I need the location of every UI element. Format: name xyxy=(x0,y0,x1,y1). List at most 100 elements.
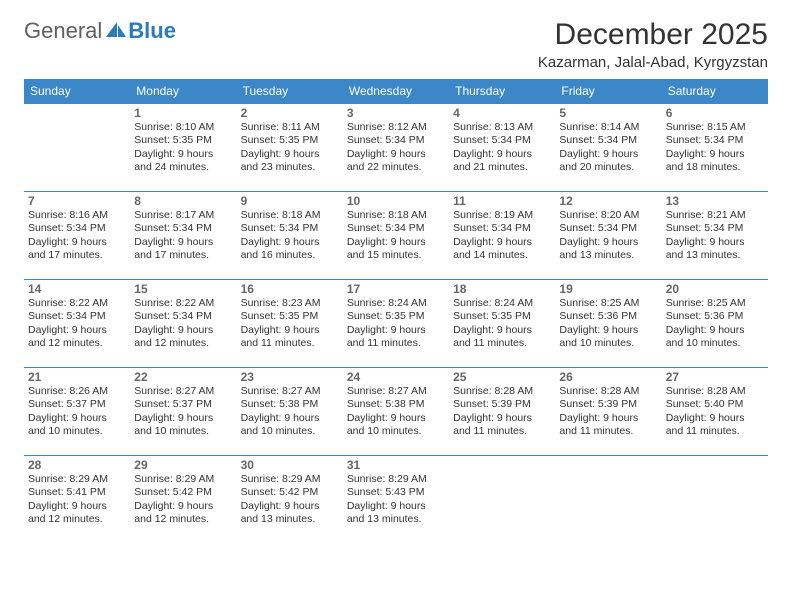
calendar-day-cell: 2Sunrise: 8:11 AMSunset: 5:35 PMDaylight… xyxy=(237,104,343,192)
calendar-head: SundayMondayTuesdayWednesdayThursdayFrid… xyxy=(24,79,768,104)
sunrise-text: Sunrise: 8:22 AM xyxy=(134,297,232,310)
daylight-text: and 14 minutes. xyxy=(453,249,551,262)
daylight-text: and 10 minutes. xyxy=(134,425,232,438)
calendar-day-cell: 21Sunrise: 8:26 AMSunset: 5:37 PMDayligh… xyxy=(24,368,130,456)
day-number: 25 xyxy=(453,370,551,384)
daylight-text: and 13 minutes. xyxy=(559,249,657,262)
daylight-text: Daylight: 9 hours xyxy=(241,324,339,337)
brand-logo: General Blue xyxy=(24,18,176,44)
daylight-text: and 13 minutes. xyxy=(241,513,339,526)
calendar-day-cell: 13Sunrise: 8:21 AMSunset: 5:34 PMDayligh… xyxy=(662,192,768,280)
weekday-header: Sunday xyxy=(24,79,130,104)
sunrise-text: Sunrise: 8:27 AM xyxy=(134,385,232,398)
calendar-empty-cell xyxy=(662,456,768,544)
sunrise-text: Sunrise: 8:24 AM xyxy=(347,297,445,310)
sunset-text: Sunset: 5:38 PM xyxy=(347,398,445,411)
calendar-week-row: 28Sunrise: 8:29 AMSunset: 5:41 PMDayligh… xyxy=(24,456,768,544)
daylight-text: and 10 minutes. xyxy=(241,425,339,438)
sunset-text: Sunset: 5:39 PM xyxy=(559,398,657,411)
calendar-day-cell: 15Sunrise: 8:22 AMSunset: 5:34 PMDayligh… xyxy=(130,280,236,368)
sunset-text: Sunset: 5:34 PM xyxy=(28,310,126,323)
daylight-text: Daylight: 9 hours xyxy=(347,236,445,249)
daylight-text: Daylight: 9 hours xyxy=(666,412,764,425)
weekday-header: Wednesday xyxy=(343,79,449,104)
daylight-text: Daylight: 9 hours xyxy=(559,148,657,161)
calendar-day-cell: 22Sunrise: 8:27 AMSunset: 5:37 PMDayligh… xyxy=(130,368,236,456)
title-block: December 2025 Kazarman, Jalal-Abad, Kyrg… xyxy=(538,18,768,71)
daylight-text: and 10 minutes. xyxy=(559,337,657,350)
brand-part2: Blue xyxy=(128,18,176,44)
sunrise-text: Sunrise: 8:29 AM xyxy=(28,473,126,486)
location-text: Kazarman, Jalal-Abad, Kyrgyzstan xyxy=(538,54,768,71)
day-number: 12 xyxy=(559,194,657,208)
daylight-text: Daylight: 9 hours xyxy=(666,148,764,161)
sunset-text: Sunset: 5:34 PM xyxy=(666,134,764,147)
daylight-text: and 13 minutes. xyxy=(347,513,445,526)
daylight-text: Daylight: 9 hours xyxy=(559,412,657,425)
day-number: 7 xyxy=(28,194,126,208)
sunrise-text: Sunrise: 8:15 AM xyxy=(666,121,764,134)
calendar-day-cell: 24Sunrise: 8:27 AMSunset: 5:38 PMDayligh… xyxy=(343,368,449,456)
calendar-day-cell: 31Sunrise: 8:29 AMSunset: 5:43 PMDayligh… xyxy=(343,456,449,544)
sunrise-text: Sunrise: 8:29 AM xyxy=(241,473,339,486)
daylight-text: and 17 minutes. xyxy=(28,249,126,262)
calendar-body: 1Sunrise: 8:10 AMSunset: 5:35 PMDaylight… xyxy=(24,104,768,544)
day-number: 16 xyxy=(241,282,339,296)
daylight-text: and 23 minutes. xyxy=(241,161,339,174)
day-number: 29 xyxy=(134,458,232,472)
calendar-day-cell: 1Sunrise: 8:10 AMSunset: 5:35 PMDaylight… xyxy=(130,104,236,192)
calendar-empty-cell xyxy=(555,456,661,544)
daylight-text: and 16 minutes. xyxy=(241,249,339,262)
calendar-empty-cell xyxy=(449,456,555,544)
day-number: 8 xyxy=(134,194,232,208)
sunrise-text: Sunrise: 8:16 AM xyxy=(28,209,126,222)
sunset-text: Sunset: 5:36 PM xyxy=(559,310,657,323)
daylight-text: Daylight: 9 hours xyxy=(666,236,764,249)
calendar-day-cell: 9Sunrise: 8:18 AMSunset: 5:34 PMDaylight… xyxy=(237,192,343,280)
daylight-text: Daylight: 9 hours xyxy=(453,412,551,425)
daylight-text: Daylight: 9 hours xyxy=(559,324,657,337)
sunrise-text: Sunrise: 8:10 AM xyxy=(134,121,232,134)
sunset-text: Sunset: 5:35 PM xyxy=(134,134,232,147)
sunrise-text: Sunrise: 8:17 AM xyxy=(134,209,232,222)
calendar-day-cell: 11Sunrise: 8:19 AMSunset: 5:34 PMDayligh… xyxy=(449,192,555,280)
sunrise-text: Sunrise: 8:18 AM xyxy=(241,209,339,222)
daylight-text: and 12 minutes. xyxy=(134,513,232,526)
calendar-empty-cell xyxy=(24,104,130,192)
daylight-text: Daylight: 9 hours xyxy=(347,412,445,425)
daylight-text: Daylight: 9 hours xyxy=(241,236,339,249)
sunrise-text: Sunrise: 8:25 AM xyxy=(666,297,764,310)
daylight-text: and 11 minutes. xyxy=(453,425,551,438)
daylight-text: and 12 minutes. xyxy=(28,337,126,350)
day-number: 19 xyxy=(559,282,657,296)
sunrise-text: Sunrise: 8:22 AM xyxy=(28,297,126,310)
sunrise-text: Sunrise: 8:19 AM xyxy=(453,209,551,222)
daylight-text: and 18 minutes. xyxy=(666,161,764,174)
sunset-text: Sunset: 5:35 PM xyxy=(241,310,339,323)
calendar-day-cell: 17Sunrise: 8:24 AMSunset: 5:35 PMDayligh… xyxy=(343,280,449,368)
daylight-text: Daylight: 9 hours xyxy=(347,148,445,161)
sunrise-text: Sunrise: 8:28 AM xyxy=(559,385,657,398)
calendar-day-cell: 18Sunrise: 8:24 AMSunset: 5:35 PMDayligh… xyxy=(449,280,555,368)
day-number: 17 xyxy=(347,282,445,296)
sunset-text: Sunset: 5:34 PM xyxy=(347,222,445,235)
day-number: 11 xyxy=(453,194,551,208)
sunrise-text: Sunrise: 8:29 AM xyxy=(347,473,445,486)
daylight-text: Daylight: 9 hours xyxy=(134,500,232,513)
sunrise-text: Sunrise: 8:21 AM xyxy=(666,209,764,222)
daylight-text: Daylight: 9 hours xyxy=(134,324,232,337)
day-number: 10 xyxy=(347,194,445,208)
daylight-text: Daylight: 9 hours xyxy=(28,500,126,513)
sunset-text: Sunset: 5:34 PM xyxy=(559,134,657,147)
calendar-day-cell: 19Sunrise: 8:25 AMSunset: 5:36 PMDayligh… xyxy=(555,280,661,368)
calendar-day-cell: 29Sunrise: 8:29 AMSunset: 5:42 PMDayligh… xyxy=(130,456,236,544)
calendar-day-cell: 4Sunrise: 8:13 AMSunset: 5:34 PMDaylight… xyxy=(449,104,555,192)
sunrise-text: Sunrise: 8:28 AM xyxy=(453,385,551,398)
sunrise-text: Sunrise: 8:11 AM xyxy=(241,121,339,134)
daylight-text: Daylight: 9 hours xyxy=(134,148,232,161)
calendar-day-cell: 23Sunrise: 8:27 AMSunset: 5:38 PMDayligh… xyxy=(237,368,343,456)
calendar-day-cell: 7Sunrise: 8:16 AMSunset: 5:34 PMDaylight… xyxy=(24,192,130,280)
day-number: 2 xyxy=(241,106,339,120)
sunrise-text: Sunrise: 8:20 AM xyxy=(559,209,657,222)
sunset-text: Sunset: 5:34 PM xyxy=(28,222,126,235)
